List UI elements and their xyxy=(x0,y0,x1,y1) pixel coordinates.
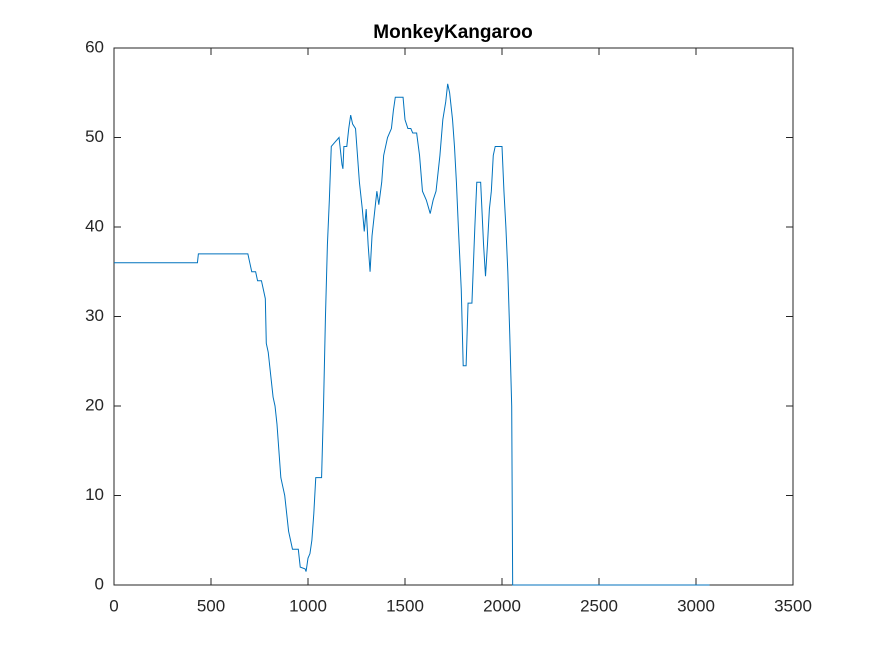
y-tick-label: 40 xyxy=(85,216,104,235)
y-tick-label: 20 xyxy=(85,395,104,414)
y-tick-label: 60 xyxy=(85,37,104,56)
x-tick-label: 0 xyxy=(109,596,118,615)
x-tick-label: 3000 xyxy=(677,596,715,615)
x-tick-label: 2000 xyxy=(483,596,521,615)
y-tick-label: 50 xyxy=(85,127,104,146)
x-tick-label: 1500 xyxy=(386,596,424,615)
y-tick-label: 10 xyxy=(85,485,104,504)
x-tick-label: 1000 xyxy=(289,596,327,615)
x-tick-label: 2500 xyxy=(580,596,618,615)
y-tick-label: 0 xyxy=(95,574,104,593)
x-tick-label: 3500 xyxy=(774,596,812,615)
data-line xyxy=(114,83,710,586)
y-tick-label: 30 xyxy=(85,306,104,325)
x-tick-label: 500 xyxy=(197,596,225,615)
chart-title: MonkeyKangaroo xyxy=(373,22,532,43)
